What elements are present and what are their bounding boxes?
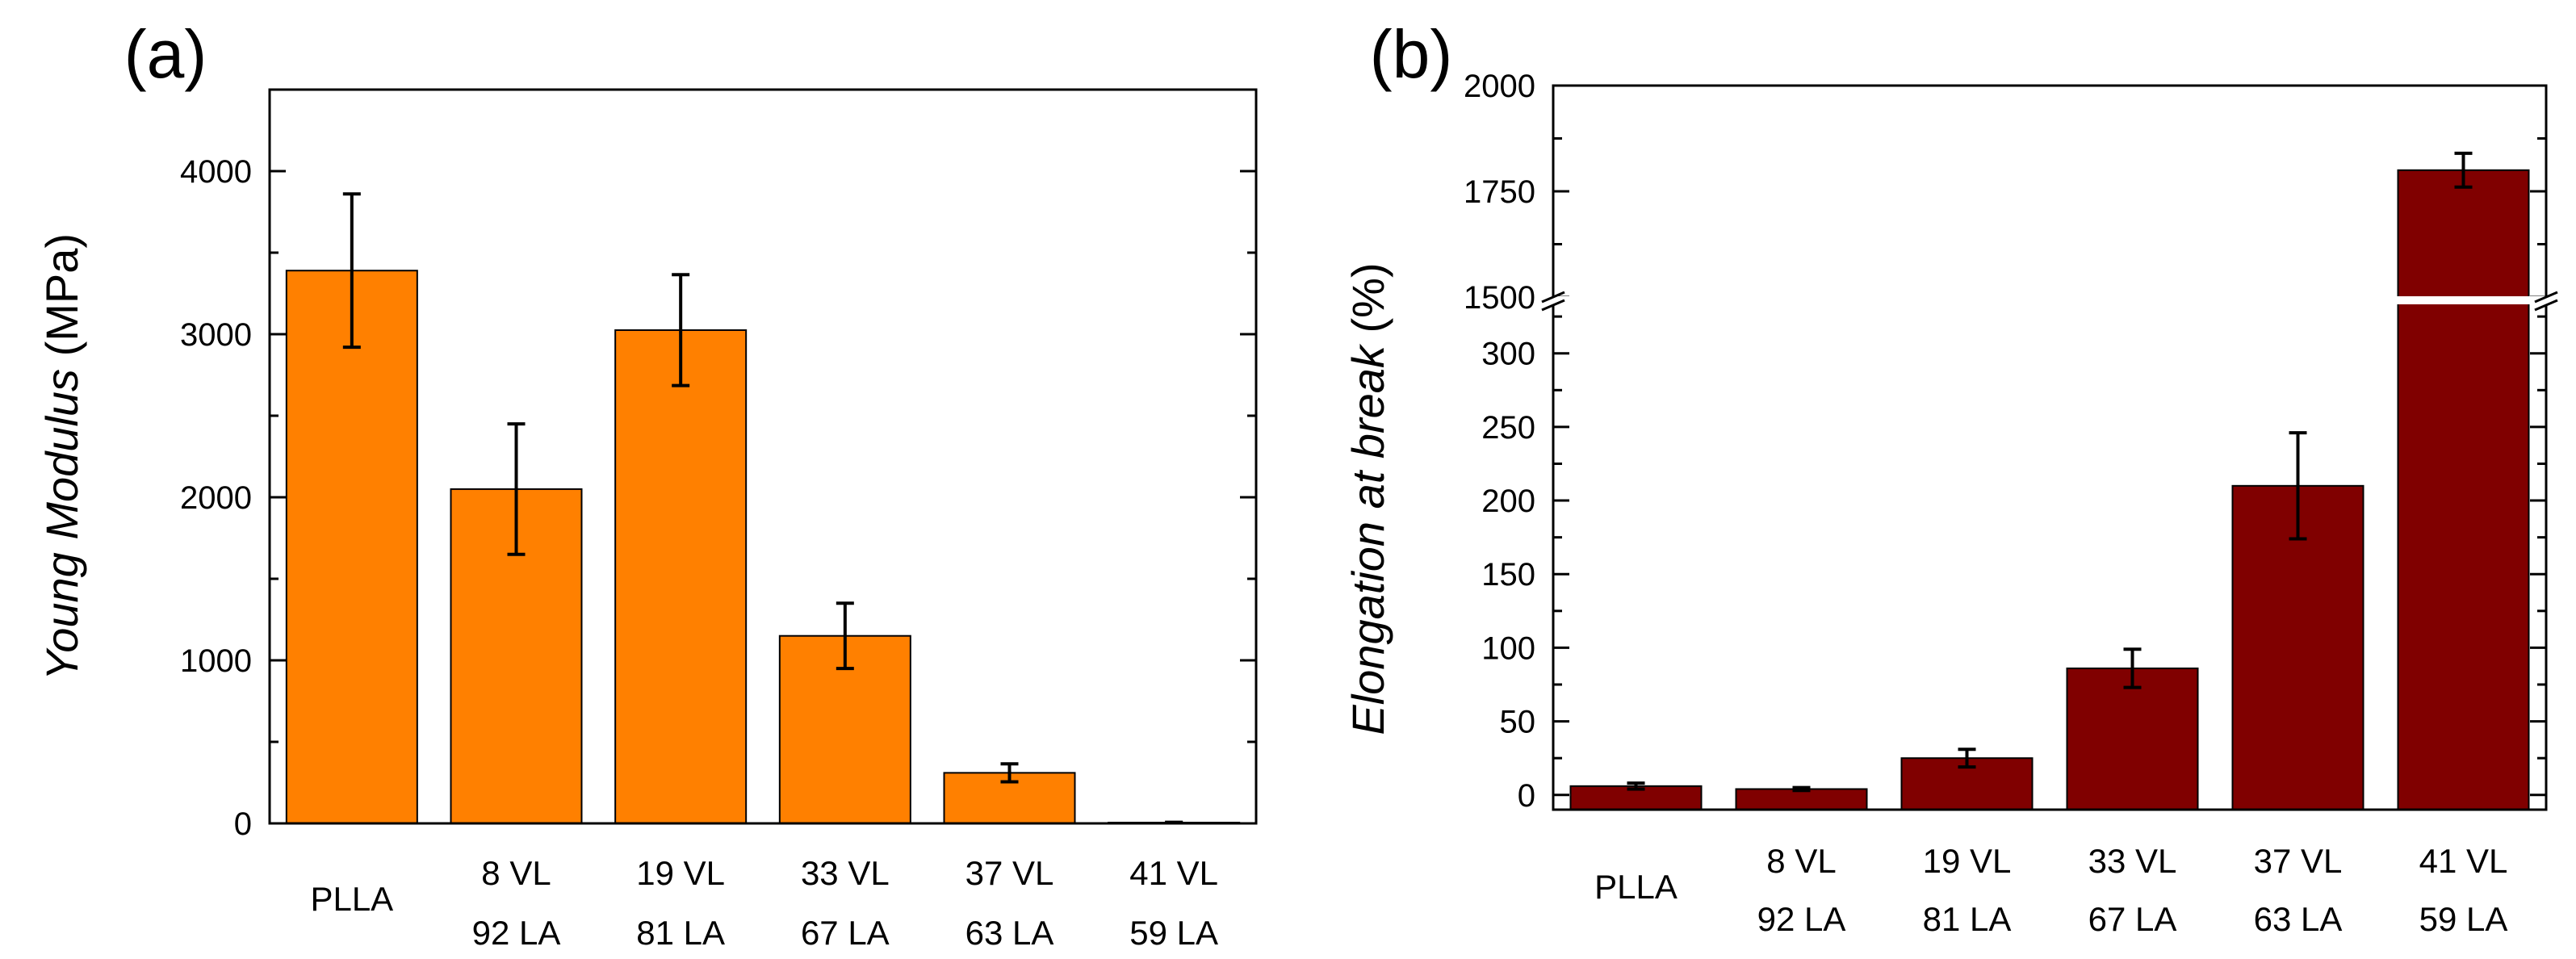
- y-tick-label: 50: [1500, 705, 1536, 740]
- plot-frame: [1552, 84, 2548, 811]
- category-label: 8 VL: [1766, 842, 1836, 880]
- plot-frame: [268, 88, 1258, 825]
- y-axis-label: Elongation at break (%): [1342, 262, 1393, 735]
- category-label: 92 LA: [1757, 900, 1846, 938]
- y-tick-label: 200: [1481, 484, 1535, 519]
- chart-b-elongation-at-break: 0 50 100 150 200 250 300 1500 1750 2000 PLLA 8 VL 92…: [1342, 16, 2558, 938]
- category-label: 63 LA: [965, 914, 1054, 952]
- y-tick-label: 1500: [1464, 280, 1535, 316]
- y-tick-label: 2000: [180, 480, 252, 516]
- y-tick-label: 4000: [180, 154, 252, 190]
- y-tick-label: 150: [1481, 557, 1535, 593]
- y-tick-label: 0: [1518, 778, 1535, 814]
- y-tick-label: 1000: [180, 643, 252, 679]
- y-tick-label: 100: [1481, 630, 1535, 666]
- y-tick-label: 3000: [180, 317, 252, 353]
- chart-a-young-modulus: 0 1000 2000 3000 4000 PLLA 8 VL 92 LA 19 VL 81 LA…: [36, 16, 1258, 952]
- category-label: 67 LA: [801, 914, 890, 952]
- y-tick-label: 250: [1481, 410, 1535, 446]
- category-label: 41 VL: [1129, 854, 1218, 892]
- axis-break-mark: [2534, 299, 2558, 312]
- category-label: 81 LA: [1923, 900, 2012, 938]
- category-label: PLLA: [310, 880, 393, 918]
- category-label: 67 LA: [2088, 900, 2177, 938]
- category-label: 41 VL: [2419, 842, 2508, 880]
- bar: [2397, 169, 2530, 811]
- category-label: 63 LA: [2254, 900, 2343, 938]
- bar: [1735, 788, 1868, 810]
- y-tick-label: 2000: [1464, 69, 1535, 104]
- category-label: 59 LA: [2419, 900, 2508, 938]
- category-label: 59 LA: [1129, 914, 1218, 952]
- axis-break-mark: [1541, 299, 1565, 312]
- y-axis-label: Young Modulus (MPa): [36, 233, 87, 681]
- bar: [2066, 667, 2199, 810]
- category-label: 37 VL: [2254, 842, 2343, 880]
- category-label: PLLA: [1594, 868, 1678, 906]
- axis-break-mark: [1541, 291, 1565, 304]
- axis-break-gap: [1542, 296, 2557, 304]
- bar: [285, 270, 418, 825]
- category-label: 81 LA: [636, 914, 725, 952]
- category-label: 8 VL: [481, 854, 551, 892]
- category-label: 33 VL: [801, 854, 890, 892]
- panel-label: (b): [1370, 16, 1453, 92]
- bar: [450, 488, 583, 825]
- y-tick-label: 1750: [1464, 174, 1535, 210]
- category-label: 92 LA: [472, 914, 561, 952]
- y-tick-label: 0: [234, 806, 252, 842]
- y-tick-label: 300: [1481, 337, 1535, 372]
- axis-break-mark: [2534, 291, 2558, 304]
- category-label: 33 VL: [2088, 842, 2177, 880]
- category-label: 37 VL: [965, 854, 1054, 892]
- category-label: 19 VL: [1923, 842, 2012, 880]
- panel-label: (a): [124, 16, 207, 92]
- bar: [614, 329, 748, 824]
- category-label: 19 VL: [636, 854, 725, 892]
